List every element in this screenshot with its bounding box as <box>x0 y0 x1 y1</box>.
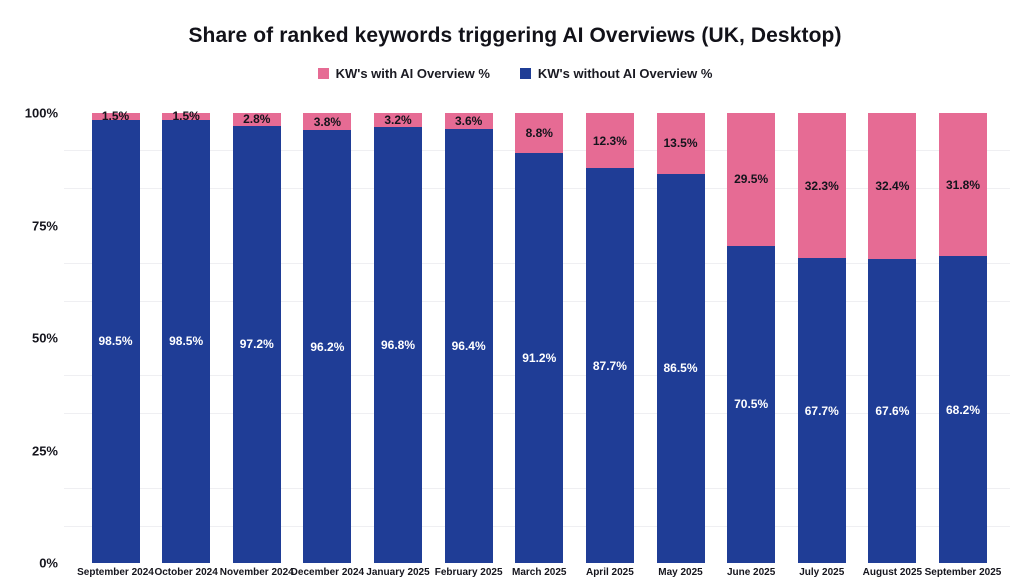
bar-segment-without-ai[interactable]: 86.5% <box>656 173 705 563</box>
chart-title: Share of ranked keywords triggering AI O… <box>188 24 842 47</box>
stacked-bar[interactable]: 3.2% 96.8% <box>374 113 422 563</box>
y-axis-tick-25: 25% <box>31 443 58 458</box>
x-axis-label: March 2025 <box>512 567 567 578</box>
stacked-bar[interactable]: 2.8% 97.2% <box>232 112 281 563</box>
x-axis-label: August 2025 <box>862 567 923 578</box>
stacked-bar[interactable]: 1.5% 98.5% <box>91 109 140 563</box>
segment-value-label: 86.5% <box>663 361 698 376</box>
legend-item-with-ai[interactable]: KW's with AI Overview % <box>317 66 490 81</box>
stacked-bar[interactable]: 12.3% 87.7% <box>585 113 634 563</box>
stacked-bar[interactable]: 1.5% 98.5% <box>162 109 211 563</box>
segment-value-label: 96.8% <box>380 338 416 353</box>
y-axis-tick-100: 100% <box>24 105 58 121</box>
bar-segment-without-ai[interactable]: 98.5% <box>91 119 140 563</box>
bar-segment-with-ai[interactable]: 32.4% <box>868 113 917 259</box>
segment-value-label: 8.8% <box>525 125 553 140</box>
legend-swatch-with-ai-icon <box>317 68 329 79</box>
segment-value-label: 3.6% <box>454 114 483 129</box>
x-axis-label: September 2024 <box>77 567 154 578</box>
y-axis-tick-0: 0% <box>39 555 58 571</box>
legend-swatch-without-ai-icon <box>519 68 531 79</box>
segment-value-label: 32.4% <box>875 178 910 193</box>
segment-value-label: 1.5% <box>172 109 200 124</box>
bar-segment-without-ai[interactable]: 96.4% <box>444 129 493 563</box>
bar-segment-without-ai[interactable]: 68.2% <box>939 256 987 563</box>
bar-segment-with-ai[interactable]: 3.8% <box>303 113 352 131</box>
stacked-bar[interactable]: 32.3% 67.7% <box>797 113 846 563</box>
legend-label-with-ai: KW's with AI Overview % <box>335 66 490 81</box>
bar-segment-without-ai[interactable]: 91.2% <box>515 152 564 563</box>
y-axis-tick-75: 75% <box>31 218 58 233</box>
bar-segment-with-ai[interactable]: 32.3% <box>797 113 846 259</box>
segment-value-label: 87.7% <box>592 358 627 373</box>
bar-segment-with-ai[interactable]: 31.8% <box>939 113 987 257</box>
bar-segment-without-ai[interactable]: 97.2% <box>232 125 281 563</box>
bar-segment-with-ai[interactable]: 3.6% <box>444 113 493 130</box>
segment-value-label: 98.5% <box>169 334 204 349</box>
bar-segment-with-ai[interactable]: 29.5% <box>727 113 776 246</box>
legend-label-without-ai: KW's without AI Overview % <box>537 66 713 81</box>
segment-value-label: 91.2% <box>522 350 557 365</box>
segment-value-label: 32.3% <box>804 178 839 193</box>
segment-value-label: 68.2% <box>945 402 981 417</box>
bar-segment-without-ai[interactable]: 87.7% <box>585 168 634 563</box>
segment-value-label: 67.7% <box>804 403 839 418</box>
x-axis-label: November 2024 <box>219 567 294 578</box>
bar-segment-without-ai[interactable]: 98.5% <box>162 119 211 563</box>
bar-segment-without-ai[interactable]: 70.5% <box>727 245 776 563</box>
x-axis-label: December 2024 <box>290 567 365 578</box>
bar-segment-without-ai[interactable]: 96.2% <box>303 130 352 563</box>
stacked-bar[interactable]: 13.5% 86.5% <box>656 113 705 563</box>
segment-value-label: 96.2% <box>310 339 345 354</box>
x-axis-label: April 2025 <box>585 567 634 578</box>
bar-segment-with-ai[interactable]: 1.5% <box>91 109 140 124</box>
legend: KW's with AI Overview % KW's without AI … <box>0 66 1030 81</box>
bar-segment-with-ai[interactable]: 2.8% <box>232 112 281 127</box>
segment-value-label: 96.4% <box>451 339 486 354</box>
segment-value-label: 98.5% <box>98 334 133 349</box>
x-axis-label: February 2025 <box>434 567 503 578</box>
bar-segment-without-ai[interactable]: 67.7% <box>797 258 846 563</box>
stacked-bar[interactable]: 29.5% 70.5% <box>727 113 776 563</box>
x-axis-label: May 2025 <box>658 567 703 578</box>
bar-segment-with-ai[interactable]: 12.3% <box>585 113 634 169</box>
x-axis-label: October 2024 <box>154 567 218 578</box>
stacked-bar[interactable]: 3.6% 96.4% <box>444 113 493 563</box>
x-axis-label: September 2025 <box>924 567 1002 578</box>
segment-value-label: 13.5% <box>663 136 698 151</box>
x-axis-label: June 2025 <box>726 567 776 578</box>
segment-value-label: 12.3% <box>592 133 627 148</box>
bar-segment-without-ai[interactable]: 67.6% <box>868 258 917 563</box>
segment-value-label: 31.8% <box>945 177 981 192</box>
legend-item-without-ai[interactable]: KW's without AI Overview % <box>519 66 713 81</box>
y-axis-tick-50: 50% <box>31 330 58 346</box>
segment-value-label: 3.8% <box>313 114 342 129</box>
bar-segment-without-ai[interactable]: 96.8% <box>374 127 422 563</box>
x-axis-label: July 2025 <box>799 567 845 578</box>
segment-value-label: 2.8% <box>243 112 271 127</box>
segment-value-label: 29.5% <box>734 172 769 187</box>
stacked-bar[interactable]: 32.4% 67.6% <box>868 113 917 563</box>
stacked-bar[interactable]: 3.8% 96.2% <box>303 113 352 563</box>
segment-value-label: 3.2% <box>384 113 412 128</box>
bar-segment-with-ai[interactable]: 3.2% <box>374 113 422 128</box>
bar-segment-with-ai[interactable]: 8.8% <box>515 113 564 153</box>
plot-area: 1.5% 98.5% September 2024 1.5% 98.5% October … <box>64 109 1010 578</box>
segment-value-label: 97.2% <box>239 337 274 352</box>
segment-value-label: 67.6% <box>875 403 910 418</box>
stacked-bar[interactable]: 8.8% 91.2% <box>515 113 564 563</box>
x-axis-label: January 2025 <box>366 567 430 578</box>
stacked-bar[interactable]: 31.8% 68.2% <box>939 113 987 563</box>
bar-segment-with-ai[interactable]: 1.5% <box>162 109 211 124</box>
bar-segment-with-ai[interactable]: 13.5% <box>656 113 705 174</box>
segment-value-label: 70.5% <box>734 397 769 412</box>
segment-value-label: 1.5% <box>101 109 130 124</box>
